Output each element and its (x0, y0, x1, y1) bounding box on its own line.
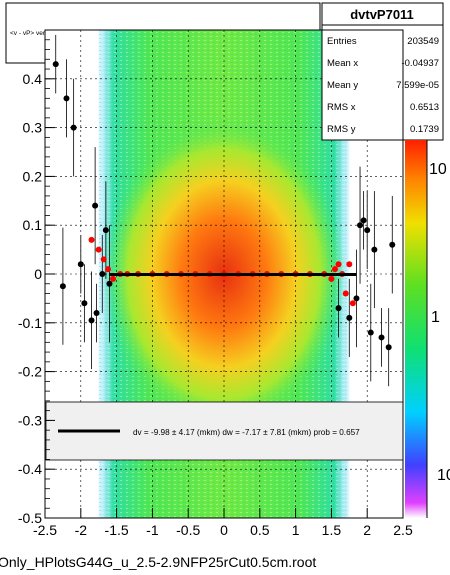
profile-red-point (105, 266, 112, 273)
stats-row-value: 7.599e-05 (396, 80, 439, 91)
x-tick-label: -2 (75, 522, 88, 538)
profile-black-point (92, 202, 99, 209)
stats-box: dvtvP7011 Entries 203549 Mean x -0.04937 Mea… (321, 2, 444, 141)
fit-legend-text: dv = -9.98 ± 4.17 (mkm) dw = -7.17 ± 7.8… (133, 428, 360, 437)
y-tick-label: 0.4 (23, 71, 43, 87)
y-tick-label: 0 (34, 266, 42, 282)
y-tick-label: -0.4 (18, 461, 42, 477)
stats-row-value: 0.1739 (410, 124, 439, 135)
profile-black-point (88, 317, 95, 324)
y-tick-label: -0.5 (18, 510, 42, 526)
stats-row-label: RMS y (327, 124, 356, 135)
x-tick-label: 0 (220, 522, 228, 538)
stats-row-label: Mean x (327, 58, 358, 69)
profile-black-point (353, 295, 360, 302)
profile-red-point (95, 246, 102, 253)
profile-red-point (342, 290, 349, 297)
profile-black-point (335, 305, 342, 312)
stats-row-value: -0.04937 (401, 58, 439, 69)
profile-black-point (364, 227, 371, 234)
profile-black-point (99, 271, 106, 277)
profile-red-point (349, 300, 356, 307)
profile-red-point (100, 256, 107, 263)
x-tick-label: -1 (146, 522, 159, 538)
stats-row-label: Entries (327, 36, 357, 47)
profile-red-point (328, 275, 335, 282)
profile-black-point (385, 344, 392, 351)
profile-black-point (367, 329, 374, 336)
y-tick-label: 0.2 (23, 168, 43, 184)
profile-black-point (77, 261, 84, 268)
stats-row-label: Mean y (327, 80, 358, 91)
x-tick-label: 2 (363, 522, 371, 538)
profile-black-point (378, 334, 385, 341)
y-tick-label: -0.1 (18, 315, 42, 331)
profile-red-point (331, 266, 338, 273)
profile-red-point (346, 261, 353, 268)
profile-black-series (52, 34, 396, 387)
x-tick-label: -0.5 (176, 522, 200, 538)
profile-red-point (110, 275, 117, 282)
x-tick-label: 2.5 (393, 522, 413, 538)
y-tick-label: 0.3 (23, 120, 43, 136)
x-tick-label: -1.5 (105, 522, 129, 538)
stats-name: dvtvP7011 (350, 7, 414, 22)
profile-black-point (70, 124, 77, 131)
color-palette (405, 140, 427, 518)
profile-black-point (81, 300, 88, 307)
profile-black-point (106, 280, 113, 287)
profile-red-point (335, 261, 342, 268)
profile-black-point (360, 217, 367, 224)
stats-row-value: 0.6513 (410, 102, 439, 113)
palette-label-bottom: 10 (437, 467, 450, 484)
profile-black-point (52, 61, 59, 68)
x-tick-label: 1 (292, 522, 300, 538)
y-tick-label: -0.3 (18, 412, 42, 428)
fit-legend: dv = -9.98 ± 4.17 (mkm) dw = -7.17 ± 7.8… (45, 401, 404, 461)
y-tick-label: 0.1 (23, 217, 43, 233)
palette-label-top: 10 (429, 161, 447, 178)
x-tick-label: -2.5 (33, 522, 57, 538)
profile-black-point (357, 222, 364, 229)
profile-red-point (88, 236, 95, 243)
profile-black-point (346, 314, 353, 321)
file-name: Only_HPlotsG44G_u_2.5-2.9NFP25rCut0.5cm.… (0, 554, 316, 570)
profile-black-point (59, 283, 66, 290)
y-tick-label: -0.2 (18, 364, 42, 380)
profile-black-point (389, 241, 396, 248)
profile-black-point (93, 310, 100, 317)
profile-black-point (371, 246, 378, 253)
stats-row-value: 203549 (407, 36, 439, 47)
stats-row-label: RMS x (327, 102, 356, 113)
profile-black-point (63, 95, 70, 102)
axes: -2.5 -2 -1.5 -1 -0.5 0 0.5 1 1.5 2 2.5 0.4 0.3 0.2 0.1… (18, 29, 413, 538)
x-tick-label: 0.5 (250, 522, 270, 538)
palette-label-mid: 1 (431, 309, 440, 326)
x-tick-label: 1.5 (322, 522, 342, 538)
profile-black-point (102, 227, 109, 234)
